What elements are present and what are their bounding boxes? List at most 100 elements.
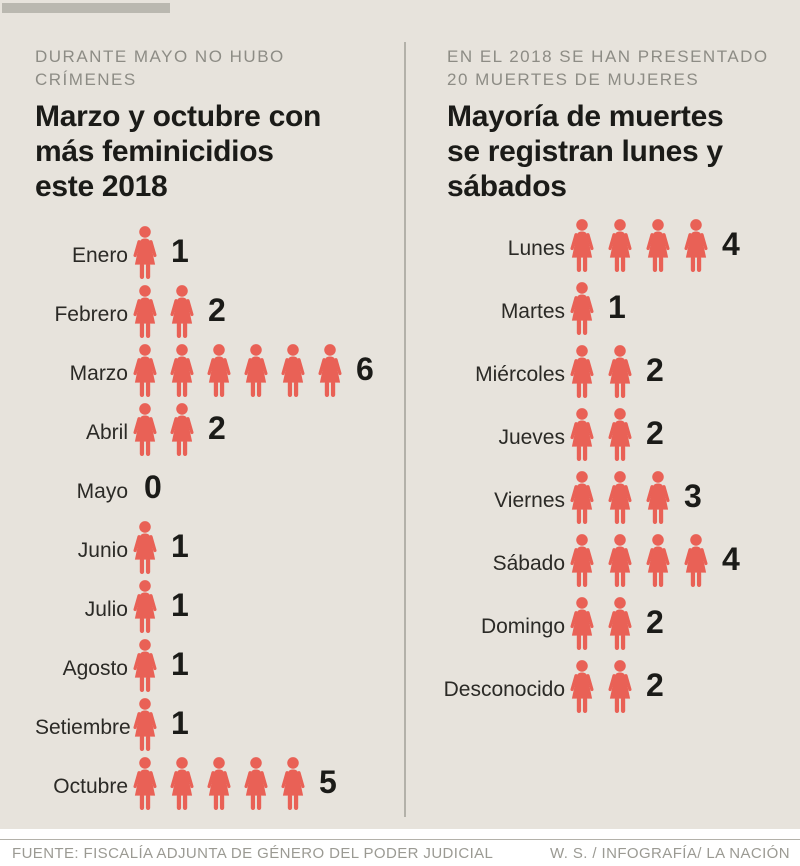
woman-icon [281,343,305,397]
pictogram-row: Jueves 2 [425,403,740,466]
woman-icon [170,402,194,456]
source-credit: FUENTE: FISCALÍA ADJUNTA DE GÉNERO DEL P… [12,845,494,862]
woman-icon [570,344,594,398]
pictogram-row: Marzo 6 [35,341,374,400]
pictogram-row: Febrero 2 [35,282,374,341]
category-label: Sábado [492,551,565,575]
pictogram-row: Domingo 2 [425,592,740,655]
count-value: 2 [208,292,226,328]
woman-icon [318,343,342,397]
pictogram-icons [565,596,637,651]
woman-icon [133,284,157,338]
woman-icon [133,225,157,279]
pictogram-row: Setiembre 1 [35,695,374,754]
woman-icon [170,284,194,338]
panel-title: Marzo y octubre con más feminicidios este … [35,100,322,203]
panel-divider [404,42,406,817]
pictogram-icons [128,756,310,811]
category-label: Abril [85,420,128,444]
category-label: Martes [500,299,565,323]
pictogram-row: Julio 1 [35,577,374,636]
count-value: 1 [171,705,189,741]
woman-icon [570,281,594,335]
woman-icon [646,470,670,524]
count-value: 2 [646,604,664,640]
category-label: Julio [84,597,128,621]
pictogram-row: Lunes 4 [425,214,740,277]
pictogram-row: Junio 1 [35,518,374,577]
pictogram-icons [128,284,199,339]
pictogram-icons [565,470,675,525]
woman-icon [133,756,157,810]
pictogram-row: Agosto 1 [35,636,374,695]
woman-icon [608,344,632,398]
count-value: 2 [646,415,664,451]
footer: FUENTE: FISCALÍA ADJUNTA DE GÉNERO DEL P… [0,829,800,866]
count-value: 1 [171,587,189,623]
woman-icon [570,596,594,650]
category-label: Jueves [498,425,565,449]
woman-icon [608,533,632,587]
woman-icon [170,343,194,397]
pictogram-row: Sábado 4 [425,529,740,592]
top-accent-bar [2,3,170,13]
footer-divider-line [0,839,800,840]
woman-icon [281,756,305,810]
woman-icon [207,343,231,397]
panel-kicker: DURANTE MAYO NO HUBO CRÍMENES [35,47,285,89]
pictogram-icons [565,659,637,714]
pictogram-row: Mayo 0 [35,459,374,518]
count-value: 5 [319,764,337,800]
woman-icon [133,343,157,397]
category-label: Viernes [494,488,565,512]
count-value: 2 [208,410,226,446]
category-label: Domingo [480,614,565,638]
footer-credits: FUENTE: FISCALÍA ADJUNTA DE GÉNERO DEL P… [12,845,790,862]
category-label: Setiembre [35,715,131,739]
woman-icon [684,533,708,587]
woman-icon [133,520,157,574]
pictogram-row: Octubre 5 [35,754,374,813]
panel-kicker: EN EL 2018 SE HAN PRESENTADO 20 MUERTES D… [447,47,769,89]
woman-icon [207,756,231,810]
woman-icon [684,218,708,272]
pictogram-row: Martes 1 [425,277,740,340]
pictogram-row: Enero 1 [35,223,374,282]
category-label: Mayo [76,479,128,503]
pictogram-icons [565,407,637,462]
woman-icon [170,756,194,810]
count-value: 1 [171,528,189,564]
monthly-femicides-panel: DURANTE MAYO NO HUBO CRÍMENES Marzo y oct… [35,45,387,204]
count-value: 4 [722,226,740,262]
woman-icon [570,533,594,587]
woman-icon [570,218,594,272]
woman-icon [244,343,268,397]
woman-icon [646,533,670,587]
category-label: Marzo [69,361,128,385]
pictogram-icons [128,343,347,398]
woman-icon [133,579,157,633]
pictogram-icons [128,402,199,457]
count-value: 1 [171,646,189,682]
pictogram-icons [565,281,599,336]
woman-icon [244,756,268,810]
category-label: Agosto [62,656,128,680]
pictogram-icons [565,533,713,588]
category-label: Desconocido [443,677,565,701]
count-value: 2 [646,352,664,388]
woman-icon [570,659,594,713]
woman-icon [133,638,157,692]
pictogram-icons [128,520,162,575]
weekday-deaths-panel: EN EL 2018 SE HAN PRESENTADO 20 MUERTES D… [447,45,795,204]
pictogram-row: Desconocido 2 [425,655,740,718]
panel-title: Mayoría de muertes se registran lunes y sá… [447,100,724,203]
woman-icon [646,218,670,272]
count-value: 1 [608,289,626,325]
category-label: Junio [77,538,128,562]
count-value: 2 [646,667,664,703]
count-value: 0 [144,469,162,505]
woman-icon [608,470,632,524]
count-value: 4 [722,541,740,577]
monthly-pictogram-rows: Enero 1 Febrero 2 Marzo 6 Abril 2 Mayo 0 Junio 1 Jul… [35,223,374,813]
pictogram-icons [128,579,162,634]
